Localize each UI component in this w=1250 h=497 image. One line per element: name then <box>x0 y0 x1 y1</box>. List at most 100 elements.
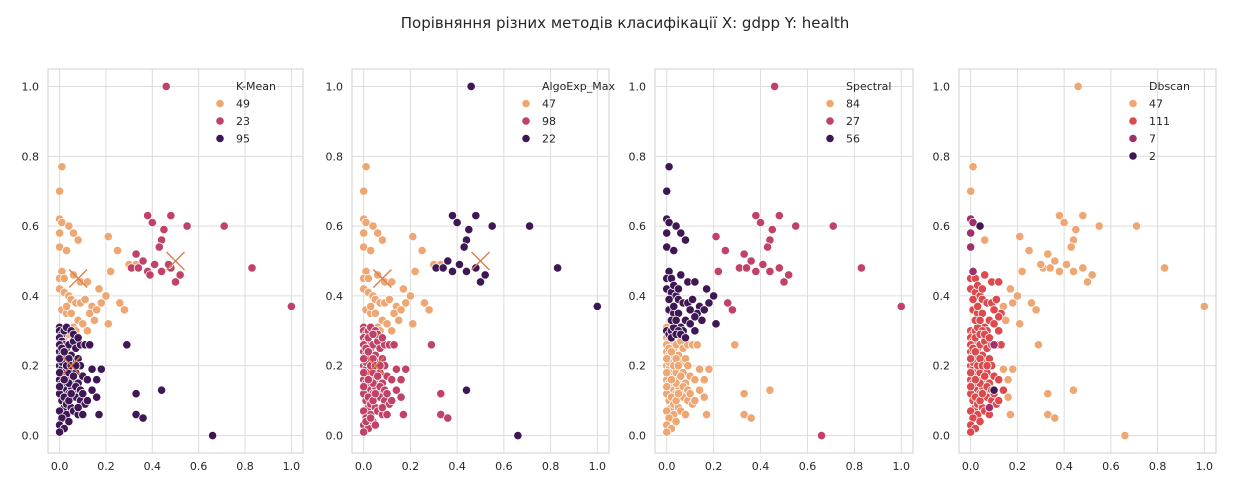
data-point-49 <box>66 308 76 318</box>
data-point-23 <box>175 270 185 280</box>
data-point-22 <box>487 221 497 231</box>
data-point-98 <box>436 389 446 399</box>
legend-title: Spectral <box>846 80 891 93</box>
data-point-95 <box>94 409 104 420</box>
data-point-47 <box>387 326 397 336</box>
data-point-49 <box>61 245 72 256</box>
legend-swatch <box>521 98 531 109</box>
data-point-47 <box>1005 284 1016 294</box>
data-point-27 <box>751 211 761 221</box>
data-point-95 <box>138 413 148 423</box>
legend-label: 47 <box>1149 98 1163 111</box>
data-point-49 <box>105 266 116 277</box>
data-point-27 <box>751 266 761 277</box>
legend-swatch <box>1128 151 1138 161</box>
data-point-22 <box>452 218 462 228</box>
legend-label: 84 <box>846 98 860 111</box>
y-tick-label: 0.4 <box>326 290 344 303</box>
data-point-47 <box>966 186 976 196</box>
data-point-56 <box>664 294 674 304</box>
data-point-84 <box>730 340 740 350</box>
data-point-47 <box>398 284 408 294</box>
data-point-47 <box>1087 270 1097 280</box>
y-tick-label: 0.0 <box>629 430 647 443</box>
data-point-47 <box>417 245 427 256</box>
data-point-95 <box>54 354 65 364</box>
chart-panel-4: 0.0 0.2 0.4 0.6 0.8 1.0 0.0 0.2 0.4 0.6 0.8 1.0 Dbsc… <box>933 68 1217 473</box>
data-point-84 <box>680 409 691 420</box>
data-point-23 <box>133 263 144 273</box>
data-point-23 <box>145 270 155 280</box>
data-point-47 <box>1199 301 1209 311</box>
x-tick-label: 0.0 <box>962 460 980 473</box>
data-point-95 <box>87 385 97 395</box>
data-point-23 <box>219 221 229 231</box>
x-tick-label: 1.0 <box>283 460 301 473</box>
data-point-47 <box>1066 242 1076 252</box>
data-point-95 <box>92 375 102 385</box>
data-point-23 <box>138 256 148 266</box>
legend-swatch <box>521 116 531 126</box>
legend-label: 27 <box>846 115 860 128</box>
data-point-47 <box>394 315 404 325</box>
data-point-47 <box>424 305 434 315</box>
data-point-23 <box>182 221 192 231</box>
data-point-22 <box>475 277 486 287</box>
legend: K-Mean 49 23 95 <box>215 80 276 146</box>
data-point-98 <box>370 389 380 399</box>
data-point-27 <box>758 259 768 270</box>
x-tick-label: 0.8 <box>1149 460 1167 473</box>
data-point-47 <box>1073 81 1083 92</box>
data-point-47 <box>1054 211 1065 221</box>
data-point-22 <box>471 263 481 273</box>
y-tick-label: 0.0 <box>326 430 344 443</box>
data-point-23 <box>159 224 169 235</box>
data-point-98 <box>363 347 373 357</box>
data-point-95 <box>78 389 88 399</box>
y-tick-label: 0.8 <box>629 150 647 163</box>
data-point-84 <box>704 364 714 374</box>
data-point-27 <box>784 270 794 280</box>
data-point-49 <box>68 228 79 238</box>
data-point-47 <box>1031 305 1041 315</box>
legend-swatch <box>1128 98 1138 109</box>
data-point-95 <box>122 340 132 350</box>
centroid-marker <box>471 251 490 271</box>
data-point-49 <box>80 294 90 304</box>
x-tick-label: 0.4 <box>752 460 770 473</box>
data-point-27 <box>774 263 784 273</box>
data-point-22 <box>461 385 472 395</box>
data-point-27 <box>755 218 766 228</box>
data-point-49 <box>54 228 65 238</box>
data-point-95 <box>64 416 74 427</box>
data-point-47 <box>1045 263 1055 273</box>
data-point-49 <box>101 291 111 301</box>
data-point-49 <box>78 319 88 329</box>
data-point-27 <box>739 249 749 259</box>
data-point-27 <box>762 242 773 252</box>
data-point-95 <box>59 375 69 385</box>
y-tick-label: 0.0 <box>22 430 40 443</box>
data-point-95 <box>54 427 65 437</box>
data-point-95 <box>66 389 76 399</box>
data-point-27 <box>770 81 780 92</box>
data-point-84 <box>662 368 672 378</box>
legend-title: K-Mean <box>236 80 276 93</box>
data-point-98 <box>359 354 369 364</box>
data-point-47 <box>405 291 416 301</box>
data-point-98 <box>396 375 406 385</box>
data-point-111 <box>966 427 976 437</box>
data-point-84 <box>690 375 700 385</box>
legend: Spectral 84 27 56 <box>825 80 891 146</box>
y-tick-label: 0.6 <box>629 220 647 233</box>
data-point-49 <box>89 315 99 325</box>
data-point-49 <box>92 305 102 315</box>
data-point-56 <box>699 305 709 315</box>
data-point-56 <box>690 277 700 287</box>
data-point-49 <box>119 305 130 315</box>
data-point-49 <box>115 298 125 308</box>
data-point-47 <box>1094 221 1104 231</box>
legend-label: 56 <box>846 133 860 146</box>
x-tick-label: 0.4 <box>448 460 466 473</box>
legend-label: 2 <box>1149 150 1156 163</box>
